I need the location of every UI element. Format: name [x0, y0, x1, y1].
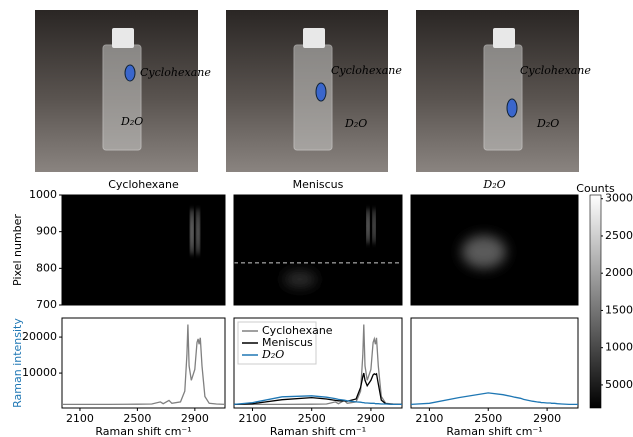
x-axis-label: Raman shift cm⁻¹ [95, 425, 191, 437]
heatmap-spot [373, 207, 376, 245]
chart-title: Cyclohexane [108, 178, 179, 191]
spectrum-line [233, 395, 402, 406]
plot-area [234, 195, 402, 305]
heatmap-layer [461, 235, 506, 269]
y-tick-label: 800 [36, 261, 57, 274]
photo-label: Cyclohexane [140, 66, 211, 79]
photo-label: D₂O [120, 115, 143, 128]
heatmap-spot [190, 207, 193, 256]
y-axis-label: Raman intensity [11, 318, 24, 408]
y-tick-label: 10000 [22, 366, 57, 379]
heatmap-spot [283, 271, 317, 288]
plot-area [62, 195, 225, 305]
x-tick-label: 2100 [239, 412, 267, 425]
spectrum-line [234, 324, 403, 406]
axes-frame [61, 194, 226, 306]
axes-frame [61, 317, 226, 409]
colorbar-tick-label: 5000 [605, 378, 633, 391]
x-tick-label: 2900 [181, 412, 209, 425]
spectrum-line [233, 372, 402, 406]
colorbar [589, 194, 602, 409]
heatmap-spot [461, 235, 506, 269]
legend-label: Meniscus [262, 336, 313, 349]
y-tick-label: 20000 [22, 330, 57, 343]
y-tick-label: 900 [36, 225, 57, 238]
heatmap-layer [190, 207, 200, 256]
spectrum-line [62, 324, 226, 406]
y-tick-label: 1000 [29, 188, 57, 201]
x-tick-label: 2900 [533, 412, 561, 425]
axes-frame [410, 317, 579, 409]
heatmap-spot [196, 207, 200, 256]
colorbar-tick-label: 15000 [605, 303, 633, 316]
x-tick-label: 2500 [474, 412, 502, 425]
heatmap-spot [367, 207, 369, 245]
legend-label: Cyclohexane [262, 324, 333, 337]
colorbar-tick-label: 10000 [605, 341, 633, 354]
photo: Cyclohexane D₂O [416, 10, 591, 172]
chart-title: D₂O [482, 178, 505, 191]
heatmap-layer [283, 207, 376, 288]
x-tick-label: 2100 [415, 412, 443, 425]
photo: Cyclohexane D₂O [226, 10, 402, 172]
spectrum-line [410, 392, 578, 406]
photo-label: Cyclohexane [331, 64, 402, 77]
colorbar-tick-label: 30000 [605, 192, 633, 205]
legend-label: D₂O [261, 348, 284, 361]
axes-frame [233, 194, 403, 306]
y-tick-label: 700 [36, 298, 57, 311]
photo-label: D₂O [536, 117, 559, 130]
colorbar-label: Counts [576, 182, 615, 195]
colorbar-tick-label: 20000 [605, 266, 633, 279]
photo-label: D₂O [344, 117, 367, 130]
x-tick-label: 2500 [123, 412, 151, 425]
x-tick-label: 2100 [66, 412, 94, 425]
chart-title: Meniscus [293, 178, 344, 191]
x-axis-label: Raman shift cm⁻¹ [446, 425, 542, 437]
x-axis-label: Raman shift cm⁻¹ [270, 425, 366, 437]
photo-label: Cyclohexane [520, 64, 591, 77]
colorbar-tick-label: 25000 [605, 229, 633, 242]
x-tick-label: 2500 [298, 412, 326, 425]
photo: Cyclohexane D₂O [35, 10, 211, 172]
axes-frame [410, 194, 579, 306]
y-axis-label: Pixel number [11, 214, 24, 286]
x-tick-label: 2900 [357, 412, 385, 425]
